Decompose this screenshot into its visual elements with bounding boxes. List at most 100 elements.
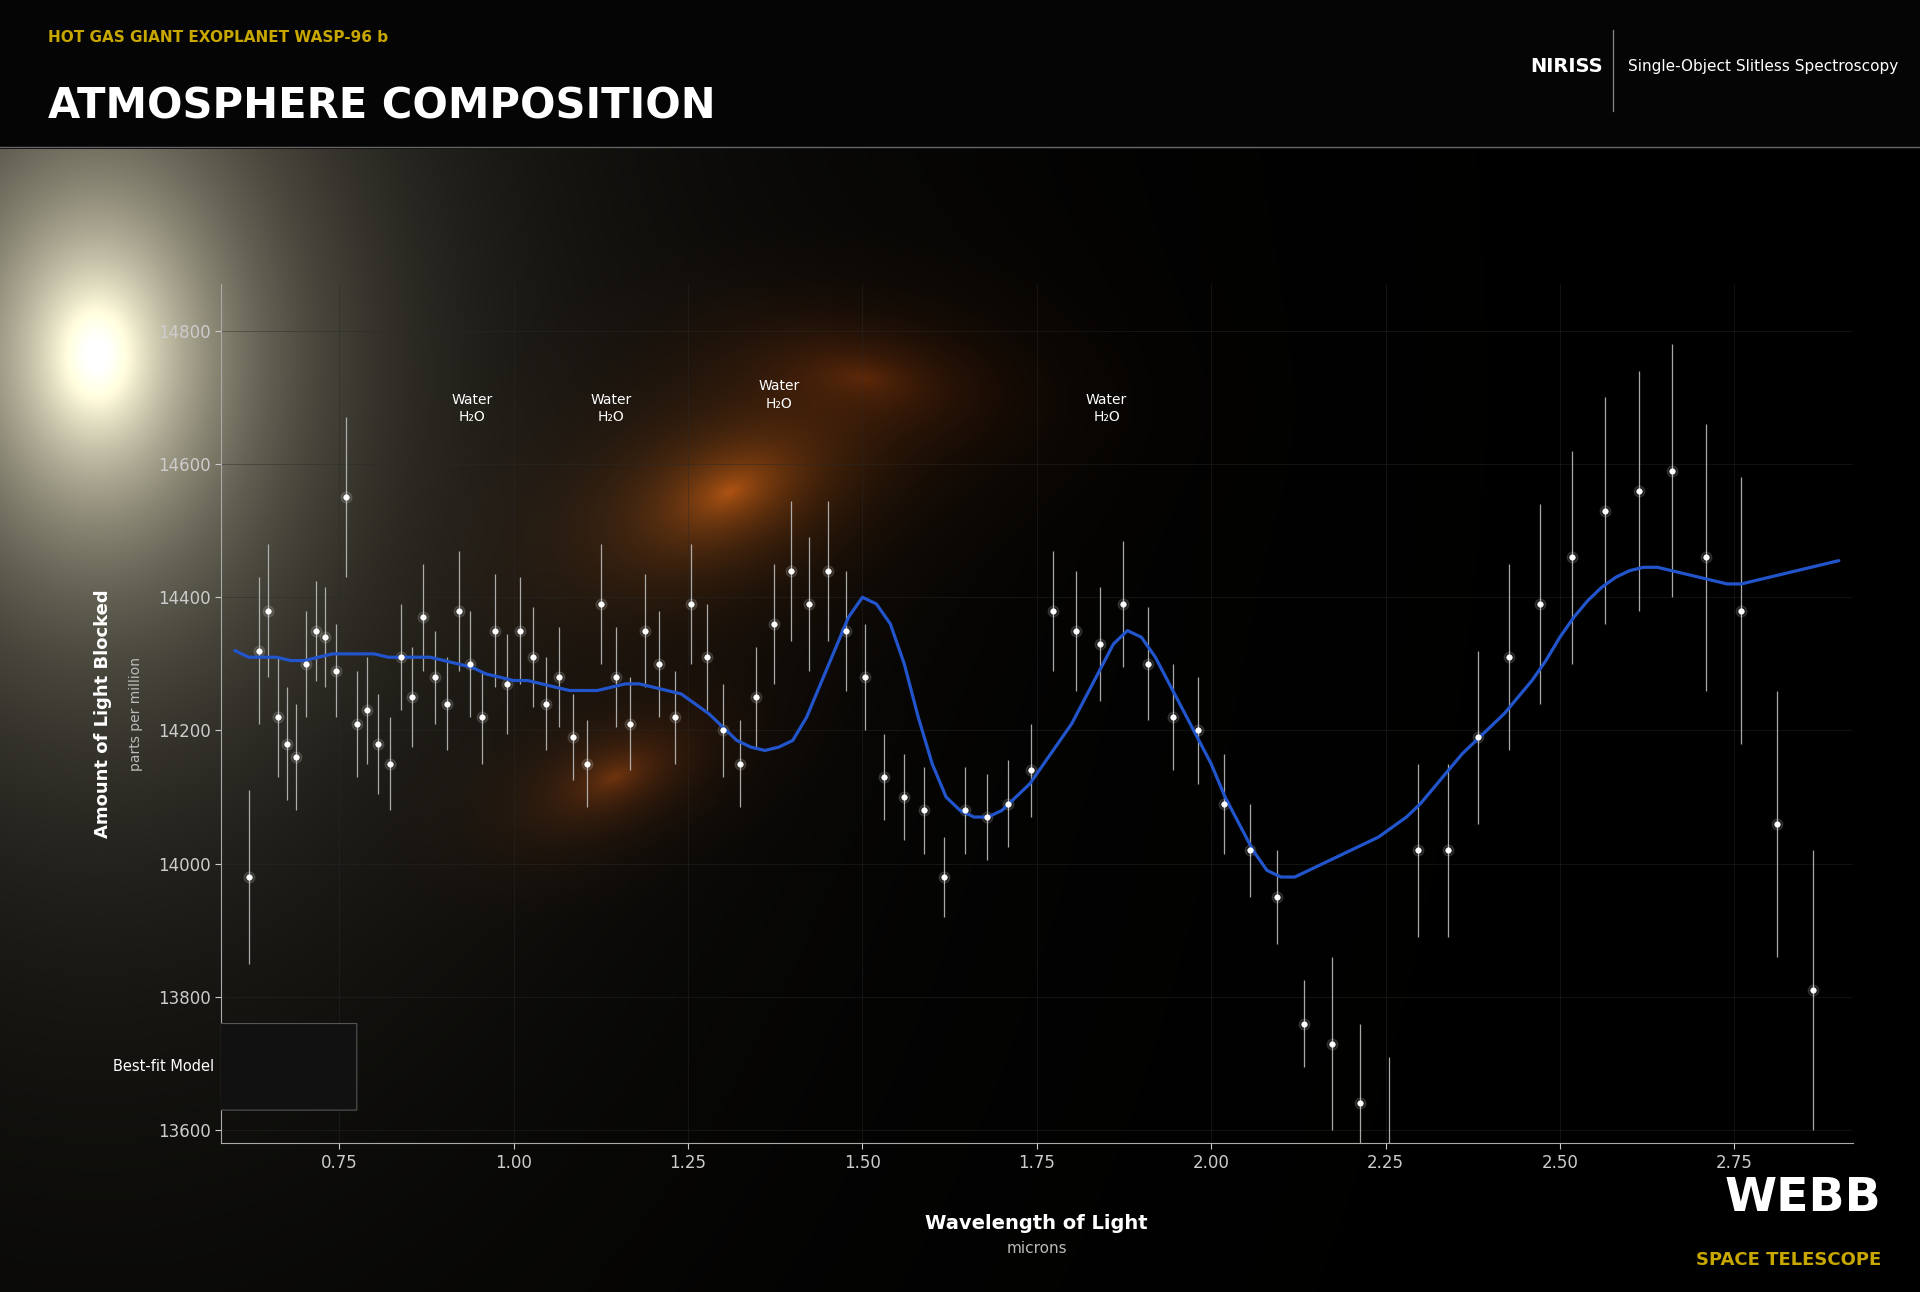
Point [330,487,361,508]
Text: Best-fit Model: Best-fit Model [113,1059,213,1075]
Point [386,647,417,668]
Point [993,793,1023,814]
Point [1557,547,1588,567]
Point [300,620,330,641]
Point [1797,979,1828,1000]
Point [929,867,960,888]
Point [1622,481,1653,501]
Point [420,667,451,687]
Point [309,627,340,647]
Point [455,654,486,674]
Point [1108,593,1139,614]
Text: Water
H₂O: Water H₂O [451,393,493,424]
Point [300,620,330,641]
Point [1085,633,1116,654]
Point [659,707,689,727]
Point [795,593,826,614]
Point [1657,460,1688,481]
Point [831,620,862,641]
Point [1432,840,1463,860]
Point [363,734,394,755]
Point [290,654,321,674]
Point [1373,1152,1404,1173]
Point [586,593,616,614]
Point [342,713,372,734]
Point [1692,547,1722,567]
Point [614,713,645,734]
Point [407,607,438,628]
Point [321,660,351,681]
Point [1317,1034,1348,1054]
Point [972,806,1002,827]
Point [407,607,438,628]
Point [601,667,632,687]
Text: SPACE TELESCOPE: SPACE TELESCOPE [1697,1251,1882,1269]
Point [676,593,707,614]
Point [1183,720,1213,740]
Text: NIRISS: NIRISS [1530,57,1603,76]
Text: Water
H₂O: Water H₂O [758,380,799,411]
Point [1288,1013,1319,1034]
Point [812,561,843,581]
Point [374,753,405,774]
Point [444,601,474,621]
Point [1060,620,1091,641]
Point [908,800,939,820]
Point [889,787,920,808]
Point [444,601,474,621]
Point [1016,760,1046,780]
Point [420,667,451,687]
Point [1037,601,1068,621]
Point [330,487,361,508]
Point [1346,1093,1377,1114]
Point [480,620,511,641]
Point [234,867,265,888]
Point [1494,647,1524,668]
Point [831,620,862,641]
Point [1692,547,1722,567]
Point [643,654,674,674]
Point [432,694,463,714]
Point [397,687,428,708]
Point [1317,1034,1348,1054]
Point [432,694,463,714]
Text: Wavelength of Light: Wavelength of Light [925,1214,1148,1233]
Point [1432,840,1463,860]
Point [1346,1093,1377,1114]
Point [374,753,405,774]
Point [908,800,939,820]
Point [309,627,340,647]
Point [1622,481,1653,501]
Point [758,614,789,634]
Point [1158,707,1188,727]
Point [950,800,981,820]
Point [868,766,899,787]
Point [1261,886,1292,907]
Point [1235,840,1265,860]
Point [1524,593,1555,614]
Point [1524,593,1555,614]
Text: Single-Object Slitless Spectroscopy: Single-Object Slitless Spectroscopy [1628,59,1899,75]
Point [972,806,1002,827]
Point [253,601,284,621]
Point [1208,793,1238,814]
Point [741,687,772,708]
Point [557,727,588,748]
Point [1726,601,1757,621]
Text: ATMOSPHERE COMPOSITION: ATMOSPHERE COMPOSITION [48,87,716,128]
Point [492,673,522,694]
Point [1590,500,1620,521]
Point [614,713,645,734]
Point [1158,707,1188,727]
Point [889,787,920,808]
Point [1463,727,1494,748]
Point [1463,727,1494,748]
Point [480,620,511,641]
Point [1208,793,1238,814]
Point [505,620,536,641]
Point [363,734,394,755]
Point [273,734,303,755]
Point [543,667,574,687]
Point [1494,647,1524,668]
Point [630,620,660,641]
